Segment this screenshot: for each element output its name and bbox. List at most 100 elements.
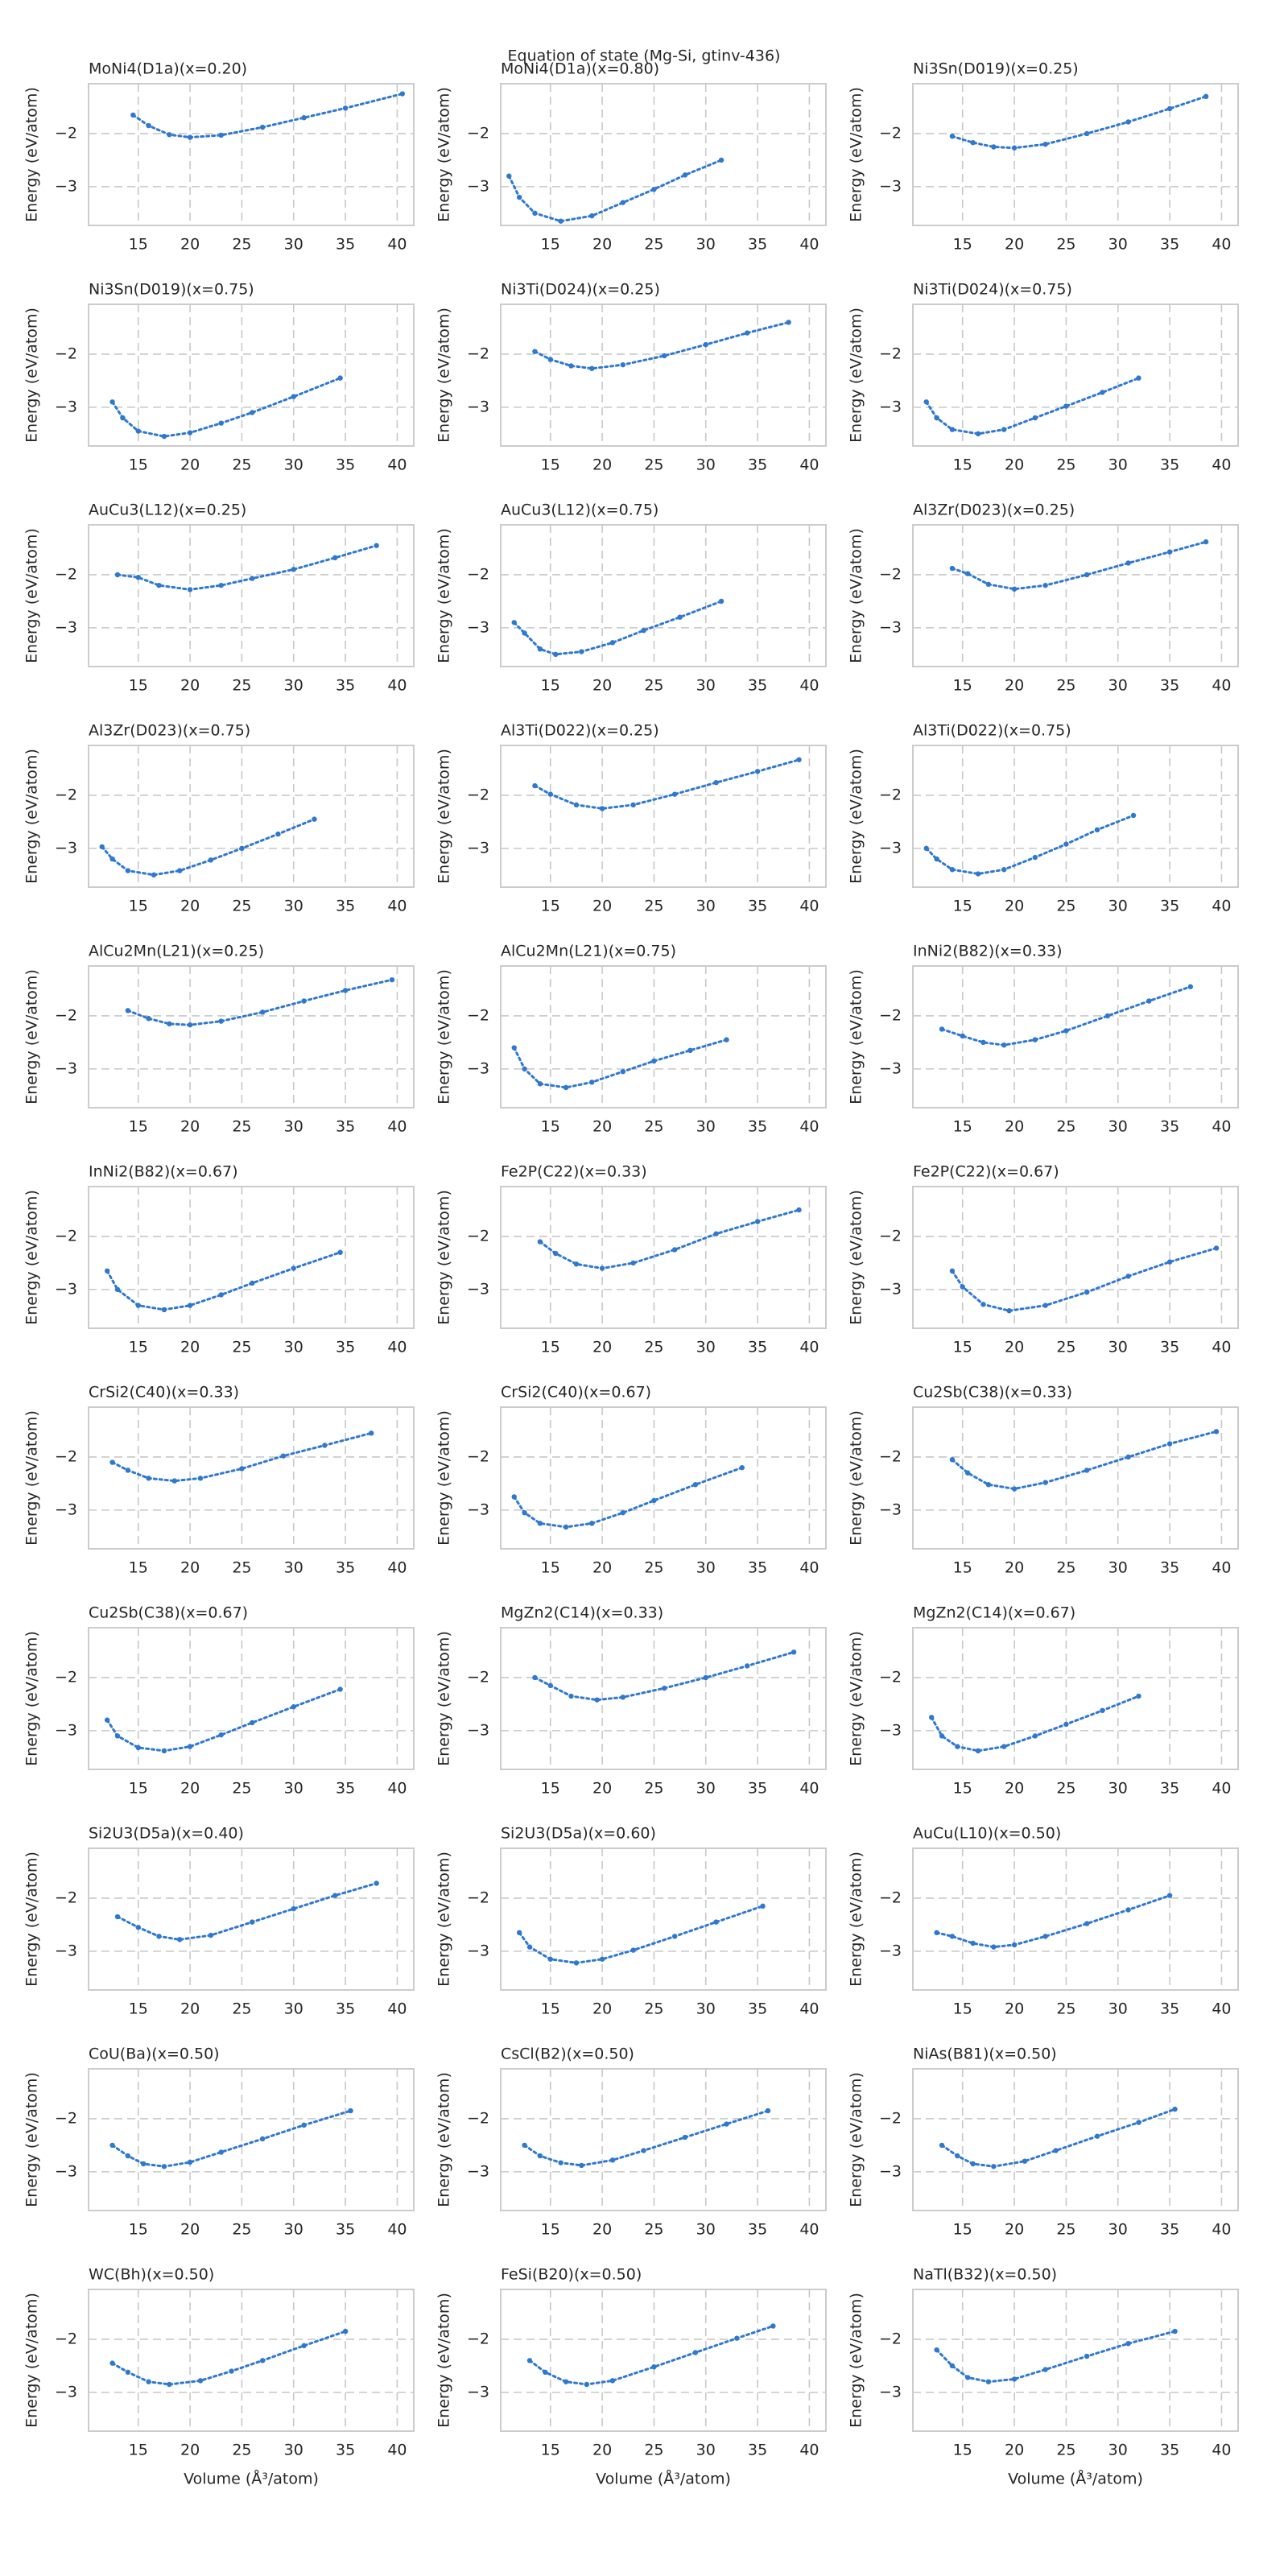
point [161,2164,167,2169]
point [579,2162,584,2169]
y-tick-label: −3 [467,839,489,857]
point [312,816,317,822]
x-tick-label: 25 [1056,2442,1075,2459]
subplot-title: Si2U3(D5a)(x=0.40) [89,1825,244,1843]
x-tick-label: 20 [180,236,200,254]
y-tick-label: −2 [467,2109,489,2127]
subplot-title: Al3Zr(D023)(x=0.75) [89,722,250,740]
subplot-title: Ni3Ti(D024)(x=0.75) [913,281,1072,299]
point [109,399,115,405]
x-tick-label: 30 [696,1339,716,1356]
x-tick-label: 30 [1108,1339,1128,1356]
x-tick-label: 40 [387,2000,407,2018]
point [1032,1733,1038,1739]
point [301,2343,307,2349]
point [796,1207,802,1213]
x-tick-label: 15 [953,2442,972,2459]
curve [935,1894,1171,1949]
x-tick-label: 40 [1212,1780,1231,1798]
point [1042,582,1048,588]
y-tick-label: −2 [55,124,77,142]
x-tick-label: 30 [284,1118,303,1136]
subplot-title: MgZn2(C14)(x=0.33) [501,1604,663,1622]
y-tick-label: −3 [55,618,77,636]
point [250,1719,255,1726]
point [1125,1454,1131,1460]
x-tick-label: 35 [1160,2000,1179,2018]
point [934,2347,939,2353]
point [342,988,349,993]
point [949,2363,956,2369]
y-tick-label: −3 [467,177,489,195]
y-tick-label: −3 [467,1721,489,1739]
axes-frame [88,1847,415,1991]
x-tick-label: 30 [284,1339,303,1356]
x-tick-label: 25 [232,456,251,474]
point [1084,2353,1090,2359]
point [114,1733,121,1739]
point [291,1905,296,1912]
axes-frame [88,965,415,1108]
point [713,1231,719,1236]
x-tick-label: 15 [129,456,148,474]
subplot-title: AuCu3(L12)(x=0.75) [501,502,658,519]
point [104,1717,110,1723]
x-tick-label: 25 [1056,456,1075,474]
axes-frame [88,524,415,667]
y-tick-label: −2 [467,786,489,803]
y-tick-label: −3 [879,398,902,415]
x-tick-label: 15 [129,1339,148,1356]
point [1063,1028,1069,1034]
point [1104,1013,1111,1019]
x-tick-label: 35 [336,1559,355,1577]
axes-frame [912,1627,1239,1770]
x-tick-label: 20 [1005,1118,1024,1136]
point [949,427,956,432]
x-tick-label: 30 [1108,1118,1128,1136]
y-tick-label: −2 [55,565,77,583]
curve [925,377,1140,436]
x-tick-label: 25 [1056,898,1075,915]
y-tick-label: −3 [879,1059,902,1077]
point [342,105,349,111]
x-tick-label: 15 [541,1118,560,1136]
axes-frame [88,83,415,226]
point [208,1932,214,1938]
point [1011,586,1018,592]
x-tick-label: 15 [129,1780,148,1798]
point [739,1464,745,1471]
x-tick-label: 30 [696,2442,716,2459]
x-tick-label: 20 [592,677,612,695]
point [547,357,553,362]
point [280,1453,287,1459]
point [522,1066,527,1072]
x-tick-label: 30 [284,2442,303,2459]
x-tick-label: 35 [1160,236,1179,254]
point [745,1663,750,1669]
axes-frame [500,524,827,667]
point [599,1956,605,1962]
y-tick-label: −3 [879,1501,902,1518]
point [791,1649,797,1655]
x-tick-label: 25 [232,1559,251,1577]
x-tick-label: 25 [644,1339,663,1356]
x-tick-label: 20 [180,898,200,915]
subplot-title: CoU(Ba)(x=0.50) [89,2046,220,2063]
x-tick-label: 15 [541,2221,560,2239]
axes-frame [912,1847,1239,1991]
subplot-title: Si2U3(D5a)(x=0.60) [501,1825,656,1843]
subplot-title: Cu2Sb(C38)(x=0.33) [913,1384,1072,1402]
curve [105,1251,342,1311]
x-tick-label: 30 [284,898,303,915]
point [547,1682,553,1689]
x-tick-label: 40 [1212,1559,1231,1577]
x-tick-label: 15 [541,898,560,915]
point [651,186,657,192]
curve [951,1246,1218,1312]
point [1084,130,1090,137]
x-tick-label: 40 [387,2442,407,2459]
x-tick-label: 15 [129,236,148,254]
point [1136,375,1141,381]
x-axis-label: Volume (Å³/atom) [596,2470,731,2488]
point [259,2136,266,2142]
